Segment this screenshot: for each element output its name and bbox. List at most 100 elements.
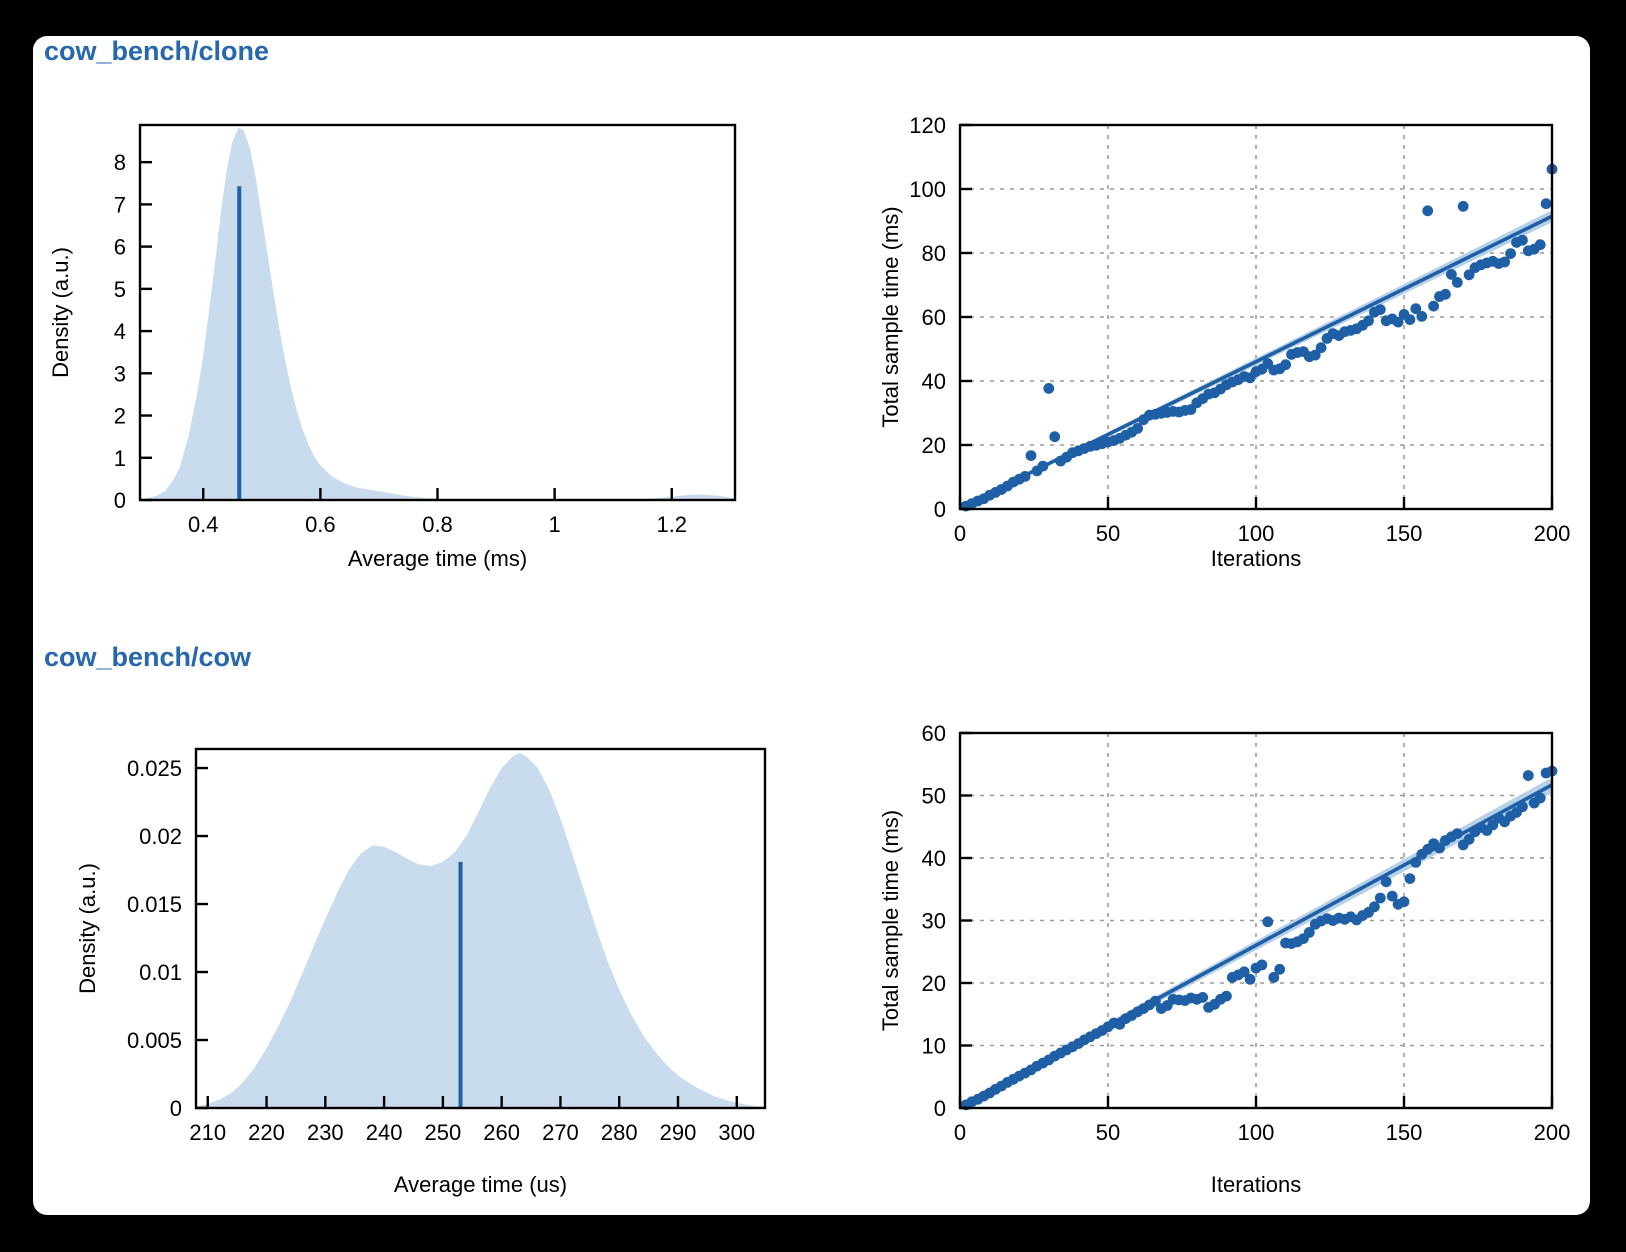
sample-point <box>1534 239 1546 251</box>
sample-point <box>1280 359 1291 371</box>
x-axis-label: Average time (ms) <box>348 546 527 571</box>
sample-point <box>1410 857 1422 868</box>
x-axis-label: Iterations <box>1211 1172 1302 1197</box>
y-tick-label: 5 <box>114 277 126 302</box>
y-tick-label: 6 <box>114 235 126 260</box>
y-tick-label: 0.015 <box>127 892 182 917</box>
sample-point <box>1197 992 1209 1003</box>
y-tick-label: 20 <box>922 433 946 458</box>
x-tick-label: 1 <box>549 512 561 537</box>
y-axis-label: Total sample time (ms) <box>878 810 903 1031</box>
sample-point <box>1517 234 1528 246</box>
x-tick-label: 300 <box>718 1120 755 1145</box>
x-tick-label: 100 <box>1238 521 1275 546</box>
y-tick-label: 60 <box>922 721 946 746</box>
sample-point <box>1315 342 1327 354</box>
sample-point <box>1398 896 1410 908</box>
sample-point <box>1374 304 1386 315</box>
y-axis-label: Density (a.u.) <box>75 863 100 994</box>
sample-point <box>1522 770 1534 781</box>
y-tick-label: 50 <box>922 784 946 809</box>
sample-point <box>1404 873 1416 884</box>
x-tick-label: 0 <box>954 1120 966 1145</box>
sample-point <box>1238 966 1250 978</box>
y-tick-label: 4 <box>114 319 126 344</box>
x-axis-label: Average time (us) <box>394 1172 567 1197</box>
sample-point <box>1428 300 1439 312</box>
sample-point <box>1410 303 1422 315</box>
sample-point <box>1380 876 1392 888</box>
x-tick-label: 50 <box>1096 1120 1120 1145</box>
y-tick-label: 80 <box>922 241 946 266</box>
x-axis-label: Iterations <box>1211 546 1302 571</box>
x-tick-label: 100 <box>1238 1120 1275 1145</box>
x-tick-label: 150 <box>1386 521 1423 546</box>
sample-point <box>1221 990 1232 1002</box>
sample-point <box>1451 828 1463 839</box>
x-tick-label: 200 <box>1534 1120 1571 1145</box>
sample-point <box>1463 269 1475 281</box>
sample-point <box>1037 460 1049 472</box>
x-tick-label: 1.2 <box>656 512 687 537</box>
sample-point <box>1303 927 1315 938</box>
y-tick-label: 20 <box>922 971 946 996</box>
sample-point <box>1369 901 1380 913</box>
sample-point <box>1463 833 1475 845</box>
sample-point <box>1049 431 1061 443</box>
x-tick-label: 250 <box>425 1120 462 1145</box>
benchmark-title-cow: cow_bench/cow <box>44 642 252 672</box>
y-tick-label: 0.02 <box>139 824 182 849</box>
y-tick-label: 3 <box>114 361 126 386</box>
y-tick-label: 100 <box>909 177 946 202</box>
y-tick-label: 30 <box>922 909 946 934</box>
x-tick-label: 0.8 <box>422 512 453 537</box>
density-area <box>140 127 735 500</box>
regression-line <box>959 214 1553 509</box>
clone-regression-plot: 0 50 100 150 200 0 20 40 60 80 100 120 Iterations Tot… <box>878 113 1570 571</box>
density-area <box>196 753 765 1108</box>
y-tick-label: 60 <box>922 305 946 330</box>
sample-point <box>1422 205 1434 217</box>
y-tick-label: 10 <box>922 1034 946 1059</box>
y-tick-label: 0 <box>934 1096 946 1121</box>
x-tick-label: 50 <box>1096 521 1120 546</box>
x-tick-label: 150 <box>1386 1120 1423 1145</box>
sample-point <box>1457 200 1469 212</box>
sample-point <box>1309 349 1321 361</box>
y-tick-label: 0.025 <box>127 756 182 781</box>
sample-point <box>1540 198 1552 210</box>
sample-point <box>1363 315 1374 327</box>
y-tick-label: 40 <box>922 846 946 871</box>
sample-point <box>1386 890 1398 902</box>
y-tick-label: 0 <box>170 1096 182 1121</box>
y-tick-label: 7 <box>114 192 126 217</box>
sample-point <box>1440 288 1451 300</box>
sample-point <box>1534 792 1546 804</box>
x-tick-label: 0.6 <box>305 512 336 537</box>
y-axis-label: Density (a.u.) <box>48 247 73 378</box>
sample-point <box>1019 471 1031 482</box>
clone-density-plot: 0.4 0.6 0.8 1 1.2 0 1 2 3 4 5 6 7 8 Average time (ms) D… <box>48 123 737 571</box>
x-tick-label: 290 <box>660 1120 697 1145</box>
sample-point <box>1434 842 1445 854</box>
y-tick-label: 8 <box>114 150 126 175</box>
plot-frame <box>194 747 767 1110</box>
sample-point <box>1374 892 1386 904</box>
y-tick-label: 0.01 <box>139 960 182 985</box>
sample-point <box>1043 383 1055 394</box>
x-tick-label: 0.4 <box>188 512 219 537</box>
y-tick-label: 40 <box>922 369 946 394</box>
x-tick-label: 0 <box>954 521 966 546</box>
sample-point <box>1262 916 1274 928</box>
sample-point <box>1499 256 1510 268</box>
y-tick-label: 1 <box>114 446 126 471</box>
sample-point <box>1404 314 1416 325</box>
x-tick-label: 230 <box>307 1120 344 1145</box>
sample-point <box>1132 423 1143 434</box>
cow-density-plot: 210 220 230 240 250 260 270 280 290 300 0 0.005 0.01… <box>75 747 767 1197</box>
y-tick-label: 0 <box>114 488 126 513</box>
sample-point <box>1025 450 1037 461</box>
y-tick-label: 0 <box>934 497 946 522</box>
x-tick-label: 240 <box>366 1120 403 1145</box>
